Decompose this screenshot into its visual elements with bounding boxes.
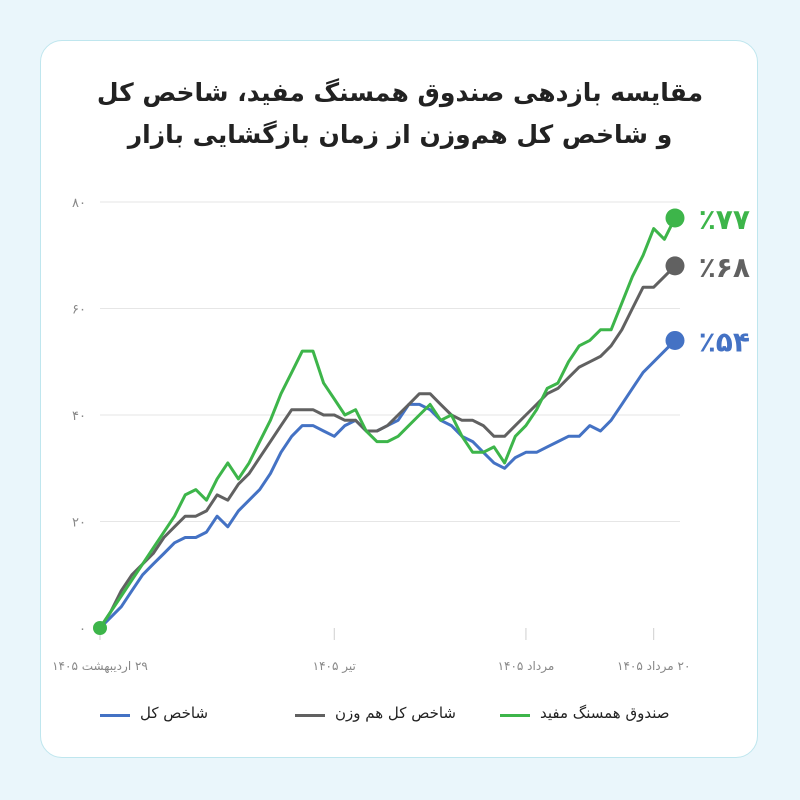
title-line-1: مقایسه بازدهی صندوق همسنگ مفید، شاخص کل xyxy=(96,78,704,107)
chart-title: مقایسه بازدهی صندوق همسنگ مفید، شاخص کل … xyxy=(0,72,800,156)
x-tick-label: تیر ۱۴۰۵ xyxy=(313,659,356,674)
legend-item-hamsang-fund: صندوق همسنگ مفید xyxy=(500,700,700,730)
x-tick-label: مرداد ۱۴۰۵ xyxy=(498,659,555,674)
y-tick-label: ۲۰ xyxy=(72,516,86,531)
y-tick-label: ۸۰ xyxy=(72,196,86,211)
x-tick-label: ۲۹ اردیبهشت ۱۴۰۵ xyxy=(52,659,148,674)
legend-label: صندوق همسنگ مفید xyxy=(540,704,670,722)
legend-item-total-index: شاخص کل xyxy=(100,700,240,730)
end-value-label: ٪۶۸ xyxy=(699,251,750,284)
end-point xyxy=(665,330,685,350)
end-point xyxy=(665,208,685,228)
legend-label: شاخص کل xyxy=(140,704,209,722)
series-line xyxy=(98,338,677,630)
x-tick-label: ۲۰ مرداد ۱۴۰۵ xyxy=(617,659,690,674)
end-point xyxy=(665,256,685,276)
y-tick-label: ۰ xyxy=(79,622,86,637)
y-tick-label: ۴۰ xyxy=(72,409,86,424)
legend-swatch-green xyxy=(500,714,530,717)
series-line xyxy=(98,264,677,630)
chart-card xyxy=(40,40,758,758)
legend-item-equal-weight-index: شاخص کل هم وزن xyxy=(295,700,485,730)
end-value-label: ٪۷۷ xyxy=(699,203,750,236)
end-value-label: ٪۵۴ xyxy=(699,325,750,358)
y-tick-label: ۶۰ xyxy=(72,303,86,318)
legend-swatch-blue xyxy=(100,714,130,717)
series-line xyxy=(98,216,677,630)
legend-label: شاخص کل هم وزن xyxy=(335,704,456,722)
title-line-2: و شاخص کل هم‌وزن از زمان بازگشایی بازار xyxy=(127,120,673,149)
chart-legend: شاخص کل شاخص کل هم وزن صندوق همسنگ مفید xyxy=(0,700,800,730)
start-point xyxy=(93,621,107,635)
legend-swatch-gray xyxy=(295,714,325,717)
